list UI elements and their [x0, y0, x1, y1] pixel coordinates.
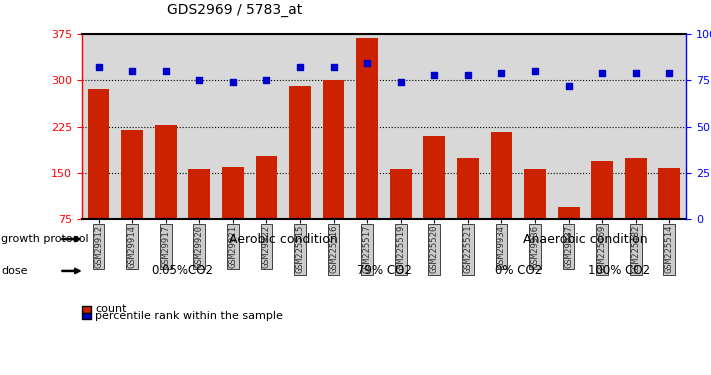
- Bar: [289, 86, 311, 219]
- Point: [228, 79, 239, 85]
- Bar: [121, 130, 143, 219]
- Text: 100% CO2: 100% CO2: [588, 264, 650, 278]
- Bar: [390, 169, 412, 219]
- Bar: [491, 132, 513, 219]
- Point: [160, 68, 171, 74]
- Point: [395, 79, 407, 85]
- Text: percentile rank within the sample: percentile rank within the sample: [95, 311, 283, 321]
- Text: Anaerobic condition: Anaerobic condition: [523, 232, 648, 246]
- Bar: [658, 168, 680, 219]
- Point: [429, 72, 440, 78]
- Bar: [423, 136, 445, 219]
- Point: [462, 72, 474, 78]
- Point: [294, 64, 306, 70]
- Text: 79% CO2: 79% CO2: [356, 264, 412, 278]
- Bar: [557, 207, 579, 219]
- Text: Aerobic condition: Aerobic condition: [229, 232, 338, 246]
- Point: [529, 68, 541, 74]
- Point: [496, 70, 507, 76]
- Bar: [457, 158, 479, 219]
- Text: count: count: [95, 304, 127, 315]
- Point: [193, 77, 205, 83]
- Bar: [524, 169, 546, 219]
- Point: [563, 83, 574, 89]
- Point: [361, 60, 373, 66]
- Text: GDS2969 / 5783_at: GDS2969 / 5783_at: [167, 3, 302, 17]
- Bar: [155, 125, 176, 219]
- Point: [663, 70, 675, 76]
- Bar: [188, 169, 210, 219]
- Point: [261, 77, 272, 83]
- Bar: [222, 167, 244, 219]
- Text: 0% CO2: 0% CO2: [495, 264, 542, 278]
- Bar: [625, 158, 647, 219]
- Point: [597, 70, 608, 76]
- Point: [630, 70, 641, 76]
- Bar: [87, 90, 109, 219]
- Point: [328, 64, 339, 70]
- Text: 0.05%CO2: 0.05%CO2: [151, 264, 213, 278]
- Bar: [323, 80, 345, 219]
- Text: dose: dose: [1, 266, 28, 276]
- Point: [93, 64, 105, 70]
- Text: growth protocol: growth protocol: [1, 234, 89, 244]
- Bar: [255, 156, 277, 219]
- Bar: [592, 160, 613, 219]
- Bar: [356, 38, 378, 219]
- Point: [127, 68, 138, 74]
